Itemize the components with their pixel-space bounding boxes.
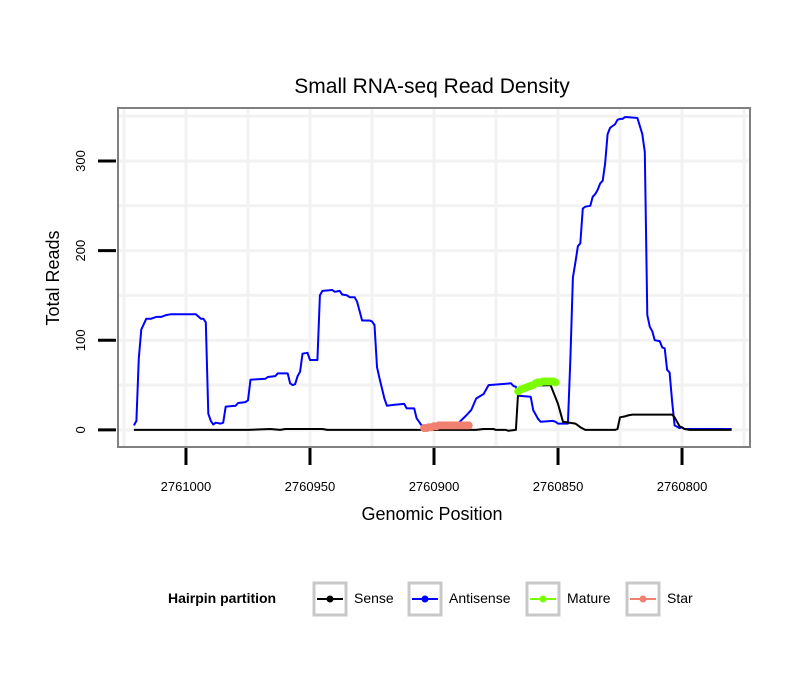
series-mature-point	[551, 378, 560, 387]
x-tick-label: 2760950	[285, 479, 336, 494]
y-tick-label: 0	[73, 426, 88, 433]
legend-item-antisense: Antisense	[407, 581, 511, 617]
series-sense-line	[133, 384, 732, 432]
series-layer	[133, 116, 732, 433]
legend-item-star: Star	[625, 581, 693, 617]
legend-key-dot	[421, 595, 429, 603]
y-axis-title: Total Reads	[43, 230, 63, 325]
legend-label-sense: Sense	[354, 590, 394, 606]
chart-title: Small RNA-seq Read Density	[294, 75, 570, 98]
legend-title: Hairpin partition	[168, 590, 276, 606]
legend-label-antisense: Antisense	[449, 590, 511, 606]
legend-key-dot	[539, 595, 547, 603]
legend-label-star: Star	[667, 590, 693, 606]
legend-item-sense: Sense	[312, 581, 394, 617]
x-axis-title: Genomic Position	[361, 504, 502, 524]
series-antisense-line	[133, 116, 732, 430]
axes-layer: 2761000 2760950 2760900 2760850 2760800 0 100 2…	[73, 150, 707, 494]
series-star-point	[464, 421, 473, 430]
grid-lines	[119, 109, 749, 446]
y-tick-label: 100	[73, 329, 88, 351]
legend: Hairpin partition Sense Antisense Mature…	[168, 581, 693, 617]
legend-key-dot	[326, 595, 334, 603]
x-tick-label: 2761000	[161, 479, 212, 494]
y-tick-label: 200	[73, 240, 88, 262]
x-tick-label: 2760900	[409, 479, 460, 494]
x-tick-label: 2760800	[657, 479, 708, 494]
legend-key-dot	[639, 595, 647, 603]
y-tick-label: 300	[73, 150, 88, 172]
x-tick-label: 2760850	[533, 479, 584, 494]
legend-label-mature: Mature	[567, 590, 611, 606]
legend-item-mature: Mature	[525, 581, 611, 617]
